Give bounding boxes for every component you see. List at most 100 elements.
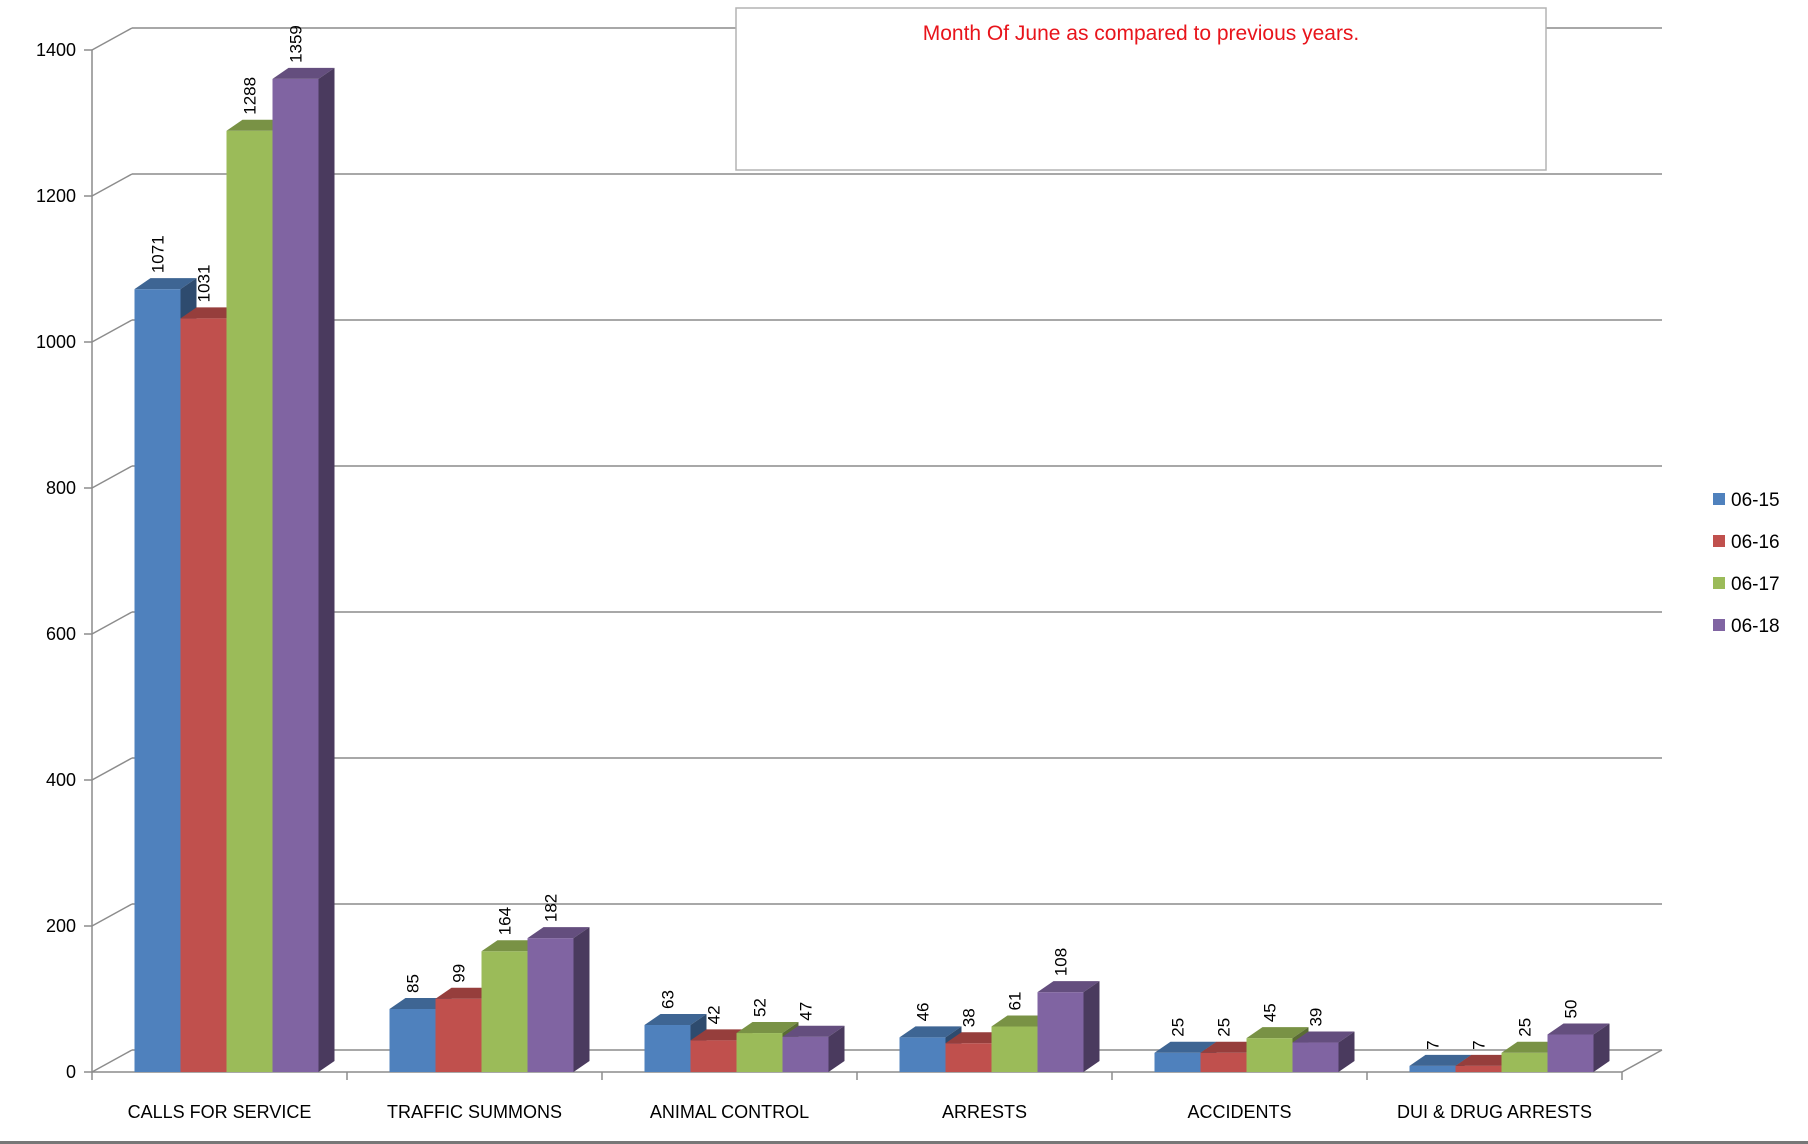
bar-front bbox=[945, 1043, 992, 1072]
data-label: 99 bbox=[450, 964, 469, 983]
data-label: 1071 bbox=[149, 235, 168, 273]
legend: 06-15 06-16 06-17 06-18 bbox=[1713, 490, 1780, 637]
data-label: 7 bbox=[1424, 1040, 1443, 1049]
bar-side bbox=[1593, 1023, 1610, 1072]
data-label: 25 bbox=[1516, 1018, 1535, 1037]
legend-label: 06-17 bbox=[1731, 574, 1780, 595]
data-label: 25 bbox=[1215, 1018, 1234, 1037]
axes: 0 200 400 600 800 1000 1200 1400 bbox=[36, 40, 1663, 1082]
bar-top bbox=[1246, 1027, 1309, 1039]
y-tick-label: 800 bbox=[46, 478, 76, 498]
data-label: 85 bbox=[404, 974, 423, 993]
title-box-frame bbox=[735, 7, 1547, 171]
data-label: 108 bbox=[1052, 948, 1071, 976]
bar-top bbox=[527, 927, 590, 939]
data-label: 38 bbox=[960, 1008, 979, 1027]
gridline-side bbox=[91, 1049, 133, 1073]
data-label: 52 bbox=[751, 998, 770, 1017]
bar-front bbox=[644, 1025, 691, 1072]
bar-top bbox=[1154, 1041, 1217, 1053]
bars bbox=[134, 67, 1610, 1073]
bar-top bbox=[1037, 981, 1100, 993]
data-labels: 1071 1031 1288 1359 85 99 164 182 63 42 52 47 46 38 61… bbox=[149, 25, 1581, 1050]
y-tick-label: 1400 bbox=[36, 40, 76, 60]
gridline-side bbox=[91, 903, 133, 927]
data-label: 1359 bbox=[287, 25, 306, 63]
bar-side bbox=[828, 1025, 845, 1072]
data-label: 47 bbox=[797, 1002, 816, 1021]
data-label: 1031 bbox=[195, 265, 214, 303]
bar bbox=[272, 67, 335, 1073]
bar-front bbox=[1409, 1065, 1456, 1072]
bar-side bbox=[318, 67, 335, 1073]
gridline-side bbox=[91, 611, 133, 635]
bar-front bbox=[1037, 992, 1084, 1072]
title-box: Month Of June as compared to previous ye… bbox=[735, 7, 1547, 171]
data-label: 7 bbox=[1470, 1040, 1489, 1049]
bar-front bbox=[1547, 1034, 1594, 1072]
category-label: TRAFFIC SUMMONS bbox=[387, 1102, 562, 1122]
gridline-side bbox=[91, 465, 133, 489]
category-labels: CALLS FOR SERVICE TRAFFIC SUMMONS ANIMAL C… bbox=[128, 1102, 1592, 1122]
bar-front bbox=[481, 951, 528, 1072]
bar-top bbox=[1292, 1031, 1355, 1043]
legend-label: 06-15 bbox=[1731, 490, 1780, 511]
legend-swatch bbox=[1713, 535, 1725, 547]
y-tick-label: 1000 bbox=[36, 332, 76, 352]
bar bbox=[782, 1025, 845, 1072]
bar-front bbox=[690, 1040, 737, 1072]
bar-front bbox=[272, 78, 319, 1073]
bar-front bbox=[1455, 1065, 1502, 1072]
bar-front bbox=[991, 1026, 1038, 1072]
bar-front bbox=[435, 998, 482, 1072]
data-label: 1288 bbox=[241, 77, 260, 115]
y-tick-label: 1200 bbox=[36, 186, 76, 206]
bar-front bbox=[736, 1033, 783, 1072]
data-label: 39 bbox=[1307, 1008, 1326, 1027]
bar bbox=[527, 927, 590, 1072]
bar-front bbox=[134, 289, 181, 1072]
bar-side bbox=[573, 927, 590, 1072]
bar-front bbox=[389, 1008, 436, 1072]
category-label: ACCIDENTS bbox=[1187, 1102, 1291, 1122]
bar-front bbox=[226, 130, 273, 1072]
bar-top bbox=[1547, 1023, 1610, 1035]
bar bbox=[1292, 1031, 1355, 1072]
y-tick-label: 200 bbox=[46, 916, 76, 936]
data-label: 164 bbox=[496, 907, 515, 935]
bar-front bbox=[899, 1037, 946, 1072]
bar-top bbox=[134, 278, 197, 290]
data-label: 182 bbox=[542, 894, 561, 922]
bar-front bbox=[1200, 1052, 1247, 1072]
bar-front bbox=[1501, 1052, 1548, 1072]
bar bbox=[1037, 981, 1100, 1072]
legend-swatch bbox=[1713, 493, 1725, 505]
bar-side bbox=[1338, 1031, 1355, 1072]
category-label: DUI & DRUG ARRESTS bbox=[1397, 1102, 1592, 1122]
legend-swatch bbox=[1713, 619, 1725, 631]
y-tick-label: 400 bbox=[46, 770, 76, 790]
bar-top bbox=[899, 1026, 962, 1038]
bar-top bbox=[644, 1014, 707, 1026]
gridline-side bbox=[91, 319, 133, 343]
bar-top bbox=[782, 1025, 845, 1037]
data-label: 50 bbox=[1562, 1000, 1581, 1019]
legend-label: 06-16 bbox=[1731, 532, 1780, 553]
legend-label: 06-18 bbox=[1731, 616, 1780, 637]
bar-top bbox=[272, 67, 335, 79]
legend-swatch bbox=[1713, 577, 1725, 589]
category-label: CALLS FOR SERVICE bbox=[128, 1102, 312, 1122]
chart-title: Month Of June as compared to previous ye… bbox=[923, 22, 1360, 45]
gridline-side bbox=[91, 757, 133, 781]
y-tick-label: 600 bbox=[46, 624, 76, 644]
category-label: ARRESTS bbox=[942, 1102, 1027, 1122]
bar-top bbox=[1409, 1054, 1472, 1066]
bar-top bbox=[736, 1022, 799, 1034]
category-label: ANIMAL CONTROL bbox=[650, 1102, 809, 1122]
data-label: 25 bbox=[1169, 1018, 1188, 1037]
bar-front bbox=[1246, 1038, 1293, 1072]
bar-front bbox=[180, 318, 227, 1072]
data-label: 61 bbox=[1006, 992, 1025, 1011]
bottom-rule bbox=[0, 1141, 1808, 1144]
